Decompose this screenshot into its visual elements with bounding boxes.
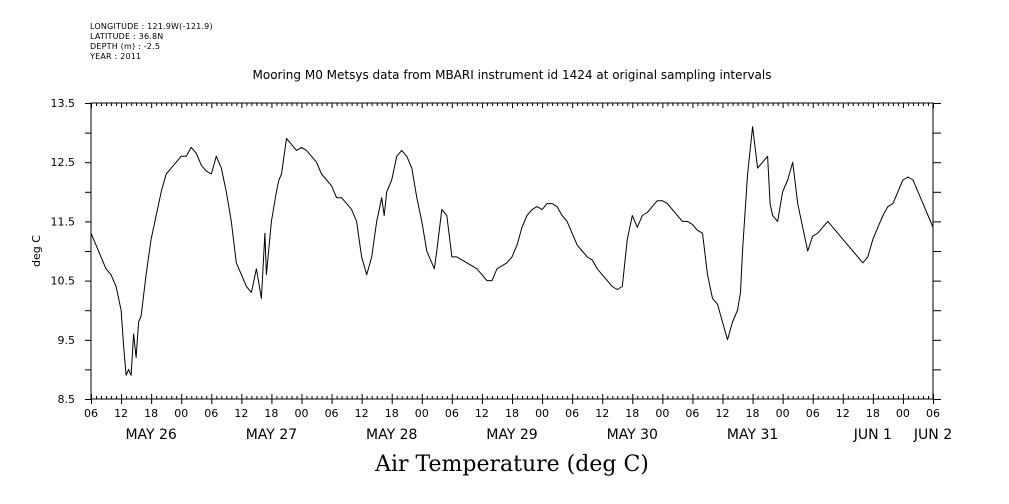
hour-tick-label: 12 [836,407,850,420]
hour-tick-label: 00 [174,407,188,420]
hour-tick-label: 06 [325,407,339,420]
day-label: MAY 30 [607,427,658,443]
day-label: JUN 2 [913,427,952,443]
day-label: JUN 1 [853,427,892,443]
day-label: MAY 26 [125,427,176,443]
hour-tick-label: 18 [144,407,158,420]
day-label: MAY 29 [486,427,537,443]
hour-tick-label: 06 [565,407,579,420]
hour-tick-label: 18 [746,407,760,420]
hour-tick-label: 06 [685,407,699,420]
metadata-block: LONGITUDE : 121.9W(-121.9) LATITUDE : 36… [90,22,213,62]
hour-tick-label: 06 [84,407,98,420]
hour-tick-label: 18 [264,407,278,420]
y-tick-label: 13.5 [51,97,76,110]
hour-tick-label: 18 [385,407,399,420]
hour-tick-label: 18 [866,407,880,420]
air-temperature-line [90,126,934,376]
hour-tick-label: 12 [595,407,609,420]
latitude-label: LATITUDE : 36.8N [90,32,164,41]
variable-label: Air Temperature (deg C) [375,452,649,477]
day-label: MAY 27 [246,427,297,443]
hour-tick-label: 12 [716,407,730,420]
hour-tick-label: 00 [535,407,549,420]
y-tick-label: 9.5 [58,334,76,347]
day-label: MAY 28 [366,427,417,443]
hour-tick-label: 06 [204,407,218,420]
hour-tick-label: 06 [806,407,820,420]
y-tick-label: 8.5 [58,393,76,406]
hour-tick-label: 18 [625,407,639,420]
hour-tick-label: 12 [475,407,489,420]
hour-tick-label: 12 [234,407,248,420]
hour-tick-label: 06 [445,407,459,420]
longitude-label: LONGITUDE : 121.9W(-121.9) [90,22,213,31]
hour-tick-label: 00 [415,407,429,420]
hour-tick-label: 06 [926,407,940,420]
y-tick-label: 12.5 [51,156,76,169]
hour-tick-label: 18 [505,407,519,420]
hour-tick-label: 00 [896,407,910,420]
year-label: YEAR : 2011 [90,52,142,61]
depth-label: DEPTH (m) : -2.5 [90,42,161,51]
y-tick-label: 10.5 [51,275,76,288]
y-axis-label: deg C [30,235,43,267]
hour-tick-label: 00 [655,407,669,420]
hour-tick-label: 12 [114,407,128,420]
y-tick-label: 11.5 [51,215,76,228]
hour-tick-label: 12 [355,407,369,420]
plot-frame [90,102,934,400]
day-label: MAY 31 [727,427,778,443]
hour-tick-label: 00 [776,407,790,420]
hour-tick-label: 00 [295,407,309,420]
chart-title: Mooring M0 Metsys data from MBARI instru… [252,68,772,82]
